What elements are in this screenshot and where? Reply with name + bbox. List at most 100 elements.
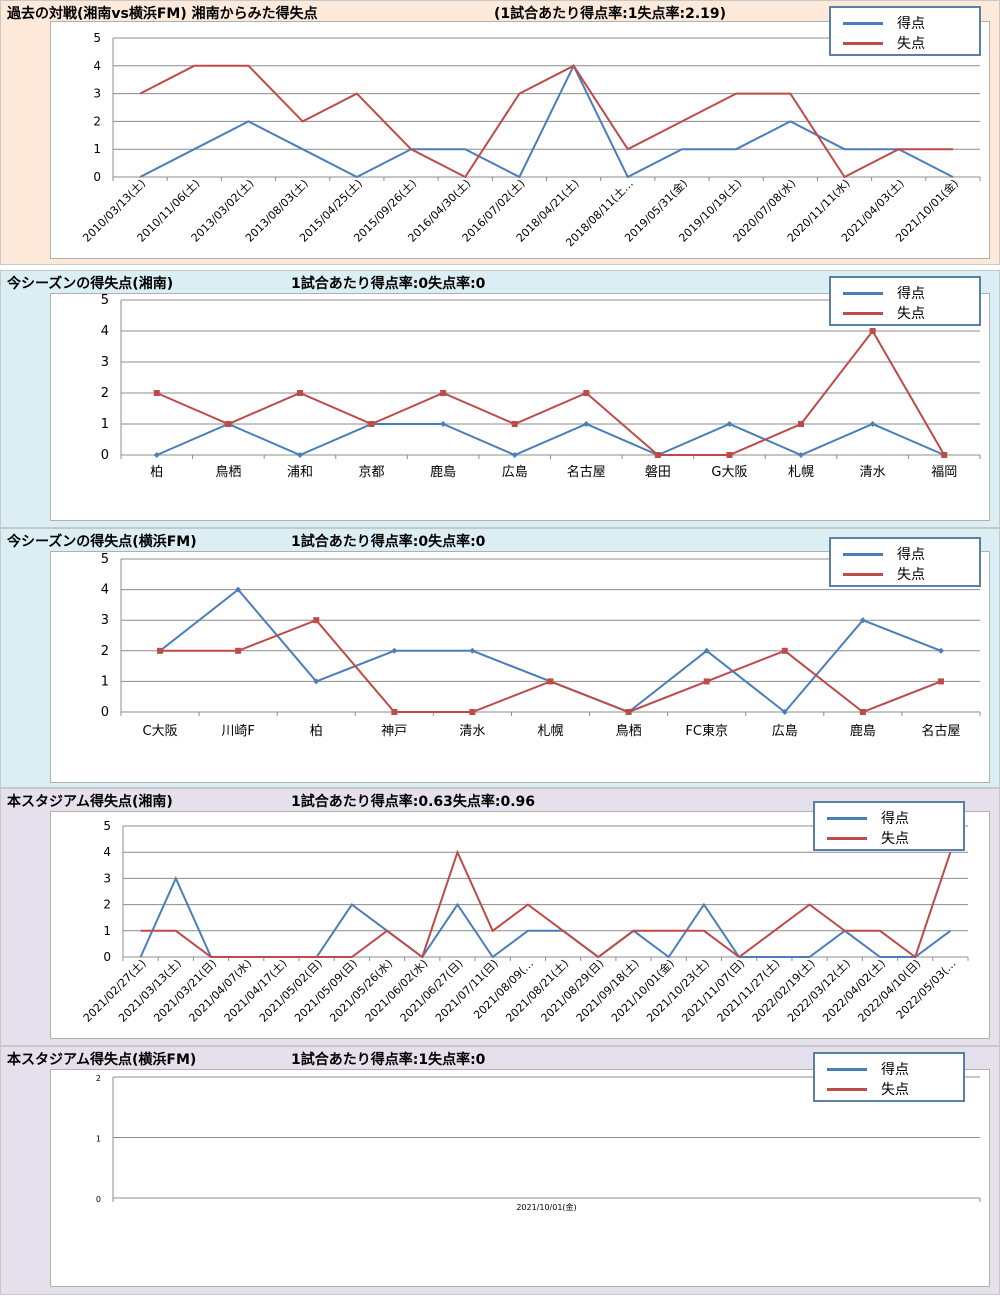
x-tick-label: C大阪: [143, 724, 178, 739]
x-tick-label: 2021/03/13(土): [116, 957, 184, 1025]
data-point-concede: [369, 421, 375, 427]
x-tick-label: 清水: [860, 465, 886, 480]
y-tick-label: 2: [96, 1074, 101, 1083]
y-tick-label: 1: [103, 924, 111, 938]
legend-concede-label: 失点: [881, 1079, 909, 1099]
data-point-score: [798, 452, 804, 458]
data-point-concede: [512, 421, 518, 427]
legend-score-label: 得点: [897, 283, 925, 303]
x-tick-label: 京都: [359, 465, 385, 480]
x-tick-label: 柏: [310, 724, 323, 739]
legend: 得点 失点: [829, 537, 981, 587]
legend-score-label: 得点: [897, 544, 925, 564]
x-tick-label: 2021/06/27(日): [398, 957, 466, 1025]
x-tick-label: 2021/07/11(日): [433, 957, 501, 1025]
y-tick-label: 3: [103, 871, 111, 885]
data-point-concede: [626, 709, 632, 715]
x-tick-label: 清水: [459, 724, 485, 739]
y-tick-label: 4: [103, 845, 111, 859]
x-tick-label: 鹿島: [430, 464, 456, 480]
data-point-score: [583, 421, 589, 427]
x-tick-label: 名古屋: [567, 464, 606, 480]
x-tick-label: 2021/08/29(日): [539, 957, 607, 1025]
data-point-concede: [235, 648, 241, 654]
x-tick-label: 2022/04/02(土): [820, 957, 888, 1025]
x-tick-label: 柏: [150, 465, 163, 480]
legend-concede-swatch: [827, 837, 867, 840]
legend-score-swatch: [843, 22, 883, 25]
data-point-concede: [860, 709, 866, 715]
x-tick-label: 広島: [502, 465, 528, 480]
legend-concede-label: 失点: [897, 564, 925, 584]
y-tick-label: 4: [93, 59, 101, 73]
data-point-score: [469, 648, 475, 654]
x-tick-label: 2021/08/21(土): [503, 957, 571, 1025]
data-point-concede: [313, 617, 319, 623]
y-tick-label: 1: [96, 1135, 101, 1144]
legend-concede-swatch: [827, 1088, 867, 1091]
legend: 得点 失点: [813, 1052, 965, 1102]
x-tick-label: 札幌: [788, 464, 814, 480]
y-tick-label: 0: [103, 950, 111, 964]
x-tick-label: 2021/05/09(日): [292, 957, 360, 1025]
legend-concede-label: 失点: [897, 303, 925, 323]
legend-concede-label: 失点: [897, 33, 925, 53]
x-tick-label: 札幌: [537, 723, 563, 739]
y-tick-label: 4: [101, 583, 109, 598]
legend-score-label: 得点: [897, 13, 925, 33]
data-point-concede: [583, 390, 589, 396]
data-point-concede: [297, 390, 303, 396]
legend-concede-swatch: [843, 573, 883, 576]
y-tick-label: 5: [101, 293, 109, 308]
x-tick-label: 広島: [772, 724, 798, 739]
x-tick-label: 2021/05/02(日): [257, 957, 325, 1025]
y-tick-label: 0: [101, 448, 109, 463]
legend-concede-swatch: [843, 42, 883, 45]
y-tick-label: 3: [93, 87, 101, 101]
x-tick-label: 2021/03/21(日): [151, 957, 219, 1025]
legend-score-swatch: [827, 817, 867, 820]
legend-score-label: 得点: [881, 1059, 909, 1079]
x-tick-label: G大阪: [711, 465, 747, 480]
x-tick-label: FC東京: [685, 723, 728, 739]
x-tick-label: 2021/11/07(日): [679, 957, 747, 1025]
data-point-concede: [941, 452, 947, 458]
series-line-score: [157, 424, 944, 455]
data-point-concede: [782, 648, 788, 654]
data-point-concede: [225, 421, 231, 427]
x-tick-label: 2021/09/18(土): [574, 957, 642, 1025]
x-tick-label: 鳥栖: [215, 465, 241, 480]
y-tick-label: 3: [101, 355, 109, 370]
data-point-concede: [938, 678, 944, 684]
data-point-concede: [157, 648, 163, 654]
y-tick-label: 3: [101, 613, 109, 628]
y-tick-label: 2: [93, 114, 101, 128]
y-tick-label: 0: [96, 1195, 101, 1204]
y-tick-label: 2: [101, 644, 109, 659]
x-tick-label: 2021/11/27(土): [715, 957, 783, 1025]
y-tick-label: 1: [101, 674, 109, 689]
y-tick-label: 2: [103, 898, 111, 912]
x-tick-label: 鹿島: [850, 723, 876, 739]
data-point-concede: [798, 421, 804, 427]
legend: 得点 失点: [829, 276, 981, 326]
legend: 得点 失点: [813, 801, 965, 851]
y-tick-label: 2: [101, 386, 109, 401]
x-tick-label: 鳥栖: [616, 724, 642, 739]
x-tick-label: 2021/06/02(水): [363, 957, 431, 1025]
data-point-score: [297, 452, 303, 458]
legend-score-swatch: [843, 292, 883, 295]
data-point-score: [512, 452, 518, 458]
data-point-score: [870, 421, 876, 427]
x-tick-label: 2021/10/01(金): [516, 1202, 576, 1212]
x-tick-label: 浦和: [287, 465, 313, 480]
data-point-concede: [440, 390, 446, 396]
x-tick-label: 川崎F: [221, 724, 254, 739]
x-tick-label: 名古屋: [921, 723, 960, 739]
x-tick-label: 神戸: [381, 724, 407, 739]
legend-score-swatch: [827, 1068, 867, 1071]
data-point-concede: [726, 452, 732, 458]
